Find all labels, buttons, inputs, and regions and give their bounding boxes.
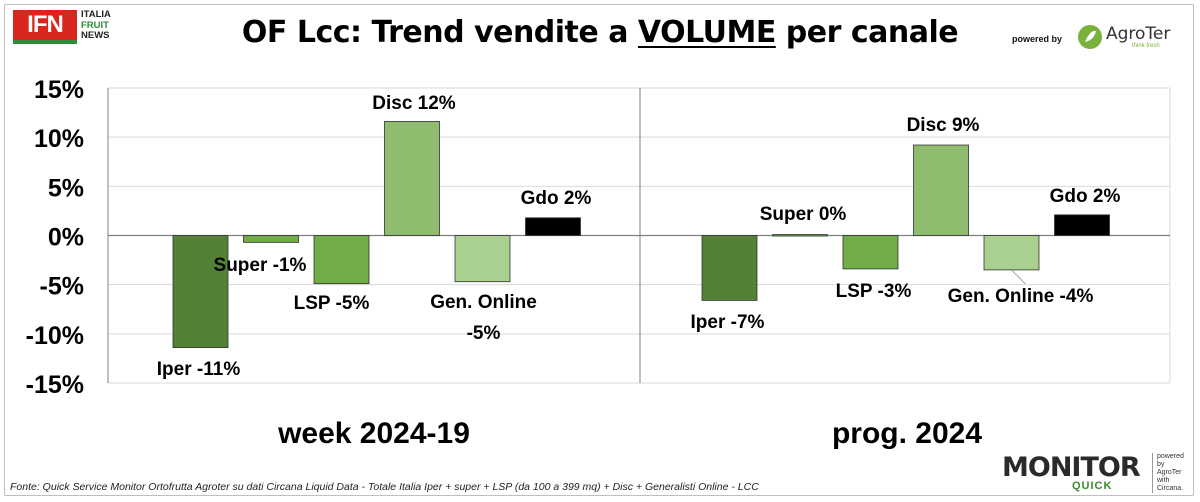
leader-line xyxy=(1011,269,1026,285)
y-tick-label: 10% xyxy=(34,125,84,153)
bar-chart: 15% 10% 5% 0% -5% -10% -15% Iper -11% Super -1% L… xyxy=(26,76,1171,450)
bar-iper xyxy=(172,235,229,348)
data-label: Super -1% xyxy=(214,255,307,276)
agroter-logo: AgroTer think fresh xyxy=(1076,20,1186,54)
bar-gen--online xyxy=(983,235,1040,271)
ifn-logo: IFN ITALIA FRUIT NEWS xyxy=(13,9,125,44)
bar-gen--online xyxy=(454,235,511,283)
chart-title: OF Lcc: Trend vendite a VOLUME per canal… xyxy=(0,15,1200,50)
bar-lsp xyxy=(842,235,899,270)
data-label: Gdo 2% xyxy=(521,188,592,209)
quick-logo-text: QUICK xyxy=(1072,480,1113,492)
bar-gdo xyxy=(1054,214,1110,236)
agroter-logo-text: AgroTer xyxy=(1106,24,1171,44)
powered-by-label: powered by xyxy=(1012,34,1063,44)
data-label: Gen. Online xyxy=(430,292,537,313)
monitor-logo-side: powered by AgroTer with Circana. xyxy=(1152,453,1192,493)
data-label: -5% xyxy=(467,323,501,344)
agroter-tagline: think fresh xyxy=(1132,43,1160,49)
data-label: Iper -11% xyxy=(157,359,241,380)
data-label: Super 0% xyxy=(760,204,847,225)
leaf-icon xyxy=(1078,25,1102,49)
bar-disc xyxy=(384,121,440,236)
data-label: Gdo 2% xyxy=(1050,186,1121,207)
y-tick-label: -10% xyxy=(26,322,84,350)
y-tick-label: 15% xyxy=(34,76,84,104)
monitor-logo-text: MONITOR xyxy=(1002,452,1141,483)
bar-gdo xyxy=(525,217,581,236)
panel-label: week 2024-19 xyxy=(277,417,470,450)
monitor-quick-logo: MONITOR QUICK powered by AgroTer with Ci… xyxy=(1002,452,1192,496)
source-note: Fonte: Quick Service Monitor Ortofrutta … xyxy=(10,481,759,493)
y-tick-label: 0% xyxy=(48,224,84,252)
data-label: Gen. Online -4% xyxy=(948,286,1094,307)
data-label: Disc 12% xyxy=(372,93,456,114)
bar-disc xyxy=(913,144,969,236)
ifn-logo-line: NEWS xyxy=(81,30,110,41)
panel-label: prog. 2024 xyxy=(832,417,982,450)
y-tick-label: -5% xyxy=(40,273,84,301)
bar-lsp xyxy=(313,235,370,285)
side-line: AgroTer xyxy=(1157,469,1182,476)
y-tick-label: -15% xyxy=(26,371,84,399)
ifn-logo-mark: IFN xyxy=(13,10,77,44)
title-part: per canale xyxy=(775,15,959,50)
ifn-logo-text: ITALIA FRUIT NEWS xyxy=(81,9,111,42)
side-line: powered by xyxy=(1157,453,1184,468)
data-label: Iper -7% xyxy=(691,312,765,333)
side-line: Circana. xyxy=(1157,485,1184,492)
title-underlined: VOLUME xyxy=(637,15,776,50)
bar-iper xyxy=(701,235,758,301)
data-label: LSP -5% xyxy=(294,293,370,314)
ifn-logo-line: ITALIA xyxy=(81,9,111,20)
y-tick-label: 5% xyxy=(48,174,84,202)
data-label: Disc 9% xyxy=(907,115,980,136)
chart-frame xyxy=(4,4,1194,496)
side-line: with xyxy=(1157,477,1170,484)
ifn-logo-line: FRUIT xyxy=(81,19,109,31)
title-part: OF Lcc: Trend vendite a xyxy=(241,15,638,50)
bar-super xyxy=(772,234,828,237)
data-label: LSP -3% xyxy=(836,281,912,302)
bar-super xyxy=(243,235,299,243)
